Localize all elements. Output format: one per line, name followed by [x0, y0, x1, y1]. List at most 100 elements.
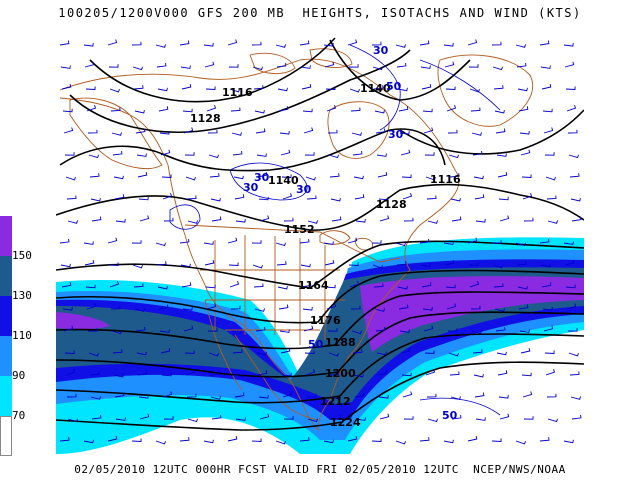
wind-barb: [450, 198, 461, 202]
wind-barb: [323, 439, 334, 444]
wind-barb: [66, 195, 77, 200]
wind-barb: [206, 303, 217, 310]
wind-barb: [471, 132, 482, 136]
wind-barb: [83, 439, 94, 444]
wind-barb: [136, 351, 147, 356]
wind-barb: [233, 374, 244, 378]
wind-barb: [515, 242, 526, 247]
wind-barb: [235, 219, 246, 223]
wind-barb: [419, 437, 430, 442]
wind-barb: [563, 43, 574, 47]
wind-barb: [565, 86, 576, 90]
wind-barb: [539, 437, 550, 442]
wind-barb: [568, 352, 579, 357]
wind-barb: [256, 351, 267, 356]
wind-barb: [89, 173, 100, 178]
wind-barb: [542, 307, 553, 311]
wind-barb: [206, 105, 217, 112]
wind-barb: [331, 414, 342, 420]
wind-barb: [424, 350, 435, 354]
wind-barb: [497, 171, 508, 178]
wind-barb: [328, 352, 339, 357]
wind-barb: [89, 371, 100, 376]
wind-barb: [155, 44, 166, 48]
isotach-label: 50: [308, 338, 324, 351]
contour-1212: [56, 333, 584, 404]
isotach-30-north: [349, 44, 401, 131]
wind-barb: [135, 326, 146, 332]
wind-barb: [91, 216, 102, 222]
wind-barb: [258, 395, 269, 399]
wind-barb: [401, 174, 412, 178]
wind-barb: [234, 392, 245, 398]
wind-barb: [351, 132, 362, 136]
alaska-outline: [69, 97, 163, 170]
wind-barb: [181, 83, 192, 90]
wind-barb: [203, 43, 214, 47]
wind-barb: [324, 61, 335, 68]
wind-barb: [84, 259, 95, 266]
wind-barb: [567, 129, 578, 134]
wind-barb: [306, 195, 317, 200]
wind-barb: [85, 284, 96, 289]
wind-barb: [471, 330, 482, 335]
wind-barb: [541, 83, 552, 90]
wind-barb: [254, 308, 265, 312]
wind-barb: [113, 374, 124, 378]
wind-barb: [494, 110, 505, 114]
wind-barb: [62, 108, 73, 113]
wind-barb: [373, 283, 384, 288]
wind-barb: [182, 307, 193, 311]
wind-barb: [107, 237, 118, 244]
canada-us-border: [184, 224, 401, 263]
colorbar-label-150: 150: [12, 249, 32, 262]
wind-barb: [564, 259, 575, 266]
wind-barb: [470, 305, 481, 310]
wind-barb: [253, 85, 264, 90]
wind-barb: [491, 438, 502, 442]
colorbar-swatch-150: [0, 216, 12, 256]
wind-barb: [371, 41, 382, 46]
wind-barb: [227, 39, 238, 46]
colorbar-swatch-130: [0, 256, 12, 296]
wind-barb: [303, 127, 314, 134]
wind-barb: [60, 65, 71, 69]
wind-barb: [278, 304, 289, 310]
wind-barb: [467, 237, 478, 244]
wind-barb: [184, 152, 195, 156]
wind-barb: [180, 65, 191, 69]
wind-barb: [564, 61, 575, 68]
wind-barb: [373, 85, 384, 90]
wind-barb: [565, 284, 576, 289]
wind-barb: [277, 286, 288, 290]
wind-barb: [567, 328, 578, 332]
wind-barb: [64, 152, 75, 156]
wind-barb: [139, 215, 150, 222]
wind-barb: [323, 43, 334, 47]
colorbar-swatch-below: [0, 416, 12, 456]
wind-barb: [114, 392, 125, 398]
wind-barb: [330, 396, 341, 400]
wind-barb: [467, 39, 478, 46]
wind-barb: [499, 215, 510, 222]
wind-barb: [374, 110, 385, 114]
wind-barb: [185, 369, 196, 376]
wind-barb: [427, 220, 438, 224]
wind-barb: [353, 175, 364, 180]
wind-barb: [112, 150, 123, 156]
wind-barb: [134, 308, 145, 312]
wind-barb: [427, 418, 438, 423]
wind-barb: [301, 83, 312, 90]
wind-barb: [347, 435, 358, 442]
wind-barb: [324, 259, 335, 266]
wind-barb: [162, 193, 173, 200]
wind-barb: [210, 396, 221, 400]
colorbar-label-70: 70: [12, 409, 26, 422]
height-label: 1200: [325, 367, 356, 380]
wind-barb: [473, 374, 484, 378]
wind-barb: [156, 261, 167, 266]
wind-barb: [420, 263, 431, 268]
wind-barb: [161, 174, 172, 178]
wind-barb: [474, 194, 485, 200]
wind-barb: [210, 198, 221, 202]
